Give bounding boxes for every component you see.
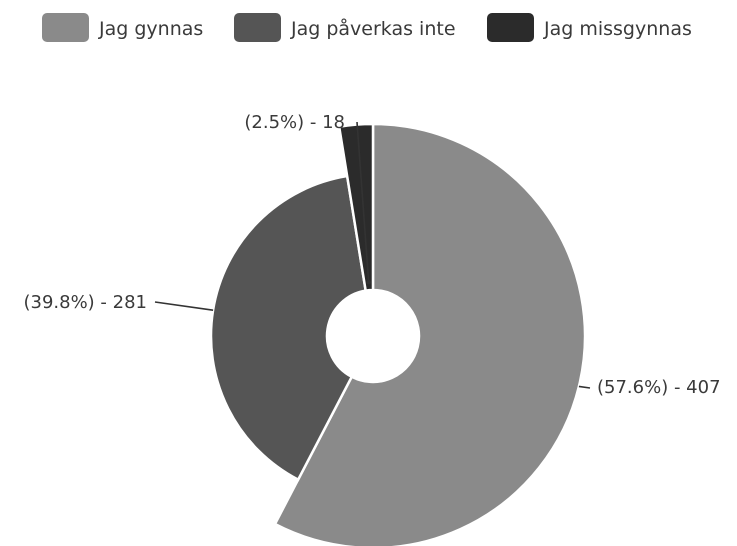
legend-swatch bbox=[234, 13, 281, 42]
pie-slice-jag-paverkas-inte[interactable] bbox=[209, 174, 368, 482]
legend-label: Jag gynnas bbox=[98, 18, 203, 40]
legend-item-jag-gynnas[interactable]: Jag gynnas bbox=[42, 13, 203, 42]
legend-item-jag-missgynnas[interactable]: Jag missgynnas bbox=[487, 13, 692, 42]
pie-slice-jag-gynnas[interactable] bbox=[273, 122, 587, 546]
legend-item-jag-paverkas-inte[interactable]: Jag påverkas inte bbox=[234, 13, 456, 42]
pie-slices bbox=[209, 122, 587, 546]
leader-line-jag-gynnas bbox=[578, 385, 591, 389]
data-label-jag-paverkas-inte: (39.8%) - 281 bbox=[23, 292, 147, 313]
legend-swatch bbox=[42, 13, 89, 42]
legend-label: Jag missgynnas bbox=[543, 18, 692, 40]
legend-swatch bbox=[487, 13, 534, 42]
legend-label: Jag påverkas inte bbox=[290, 17, 456, 40]
leader-line-jag-missgynnas bbox=[356, 121, 370, 283]
leader-line-jag-paverkas-inte bbox=[154, 301, 214, 311]
legend: Jag gynnas Jag påverkas inte Jag missgynna… bbox=[42, 13, 692, 42]
data-label-jag-missgynnas: (2.5%) - 18 bbox=[244, 112, 345, 133]
leader-dot bbox=[366, 279, 371, 285]
data-label-jag-gynnas: (57.6%) - 407 bbox=[597, 377, 721, 398]
data-labels: (57.6%) - 407 (39.8%) - 281 (2.5%) - 18 bbox=[23, 112, 720, 398]
pie-slice-jag-missgynnas[interactable] bbox=[337, 122, 375, 293]
